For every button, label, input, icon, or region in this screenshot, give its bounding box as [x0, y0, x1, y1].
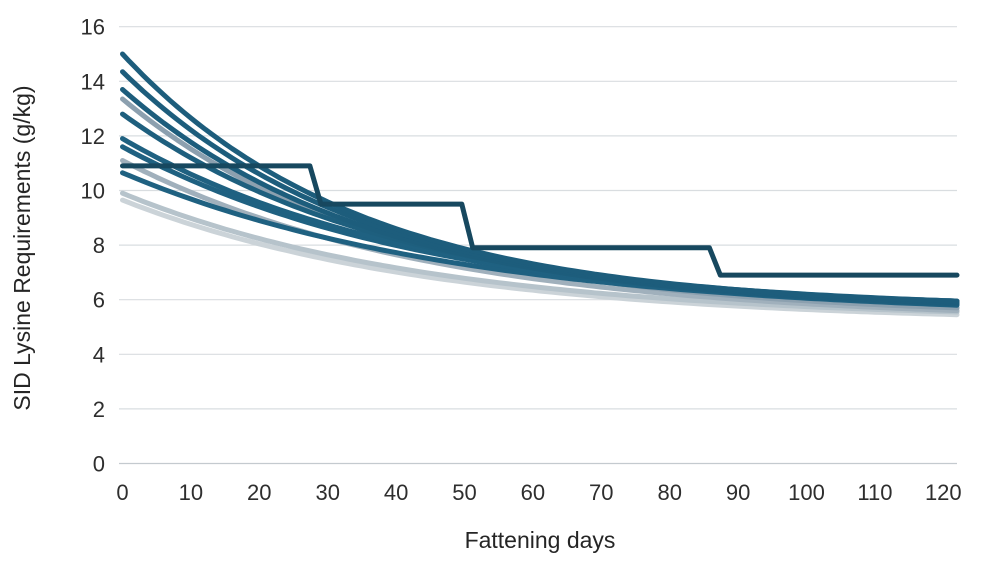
curve-gray-light — [120, 190, 960, 315]
x-tick-label-30: 30 — [315, 480, 339, 505]
y-tick-label-8: 8 — [93, 233, 105, 258]
x-tick-label-50: 50 — [452, 480, 476, 505]
y-tick-label-14: 14 — [81, 69, 105, 94]
y-tick-label-10: 10 — [81, 179, 105, 204]
y-axis-title: SID Lysine Requirements (g/kg) — [9, 85, 35, 411]
x-tick-label-110: 110 — [857, 480, 892, 505]
x-tick-label-100: 100 — [788, 480, 825, 505]
x-axis-title: Fattening days — [464, 527, 616, 553]
x-tick-label-120: 120 — [925, 480, 962, 505]
x-tick-label-40: 40 — [384, 480, 408, 505]
y-tick-label-4: 4 — [93, 342, 105, 367]
curve-gray-medium — [120, 158, 960, 314]
y-tick-label-2: 2 — [93, 397, 105, 422]
x-tick-label-20: 20 — [247, 480, 271, 505]
y-tick-label-0: 0 — [93, 452, 105, 477]
x-tick-label-10: 10 — [179, 480, 203, 505]
x-tick-label-0: 0 — [116, 480, 128, 505]
curve-gray-lightest — [120, 197, 960, 318]
y-tick-label-16: 16 — [81, 15, 105, 40]
stepwise-feeding-line — [120, 163, 960, 278]
x-tick-label-80: 80 — [657, 480, 681, 505]
x-tick-label-90: 90 — [726, 480, 750, 505]
y-tick-label-12: 12 — [81, 124, 105, 149]
y-tick-label-6: 6 — [93, 288, 105, 313]
x-tick-label-70: 70 — [589, 480, 613, 505]
x-tick-label-60: 60 — [521, 480, 545, 505]
